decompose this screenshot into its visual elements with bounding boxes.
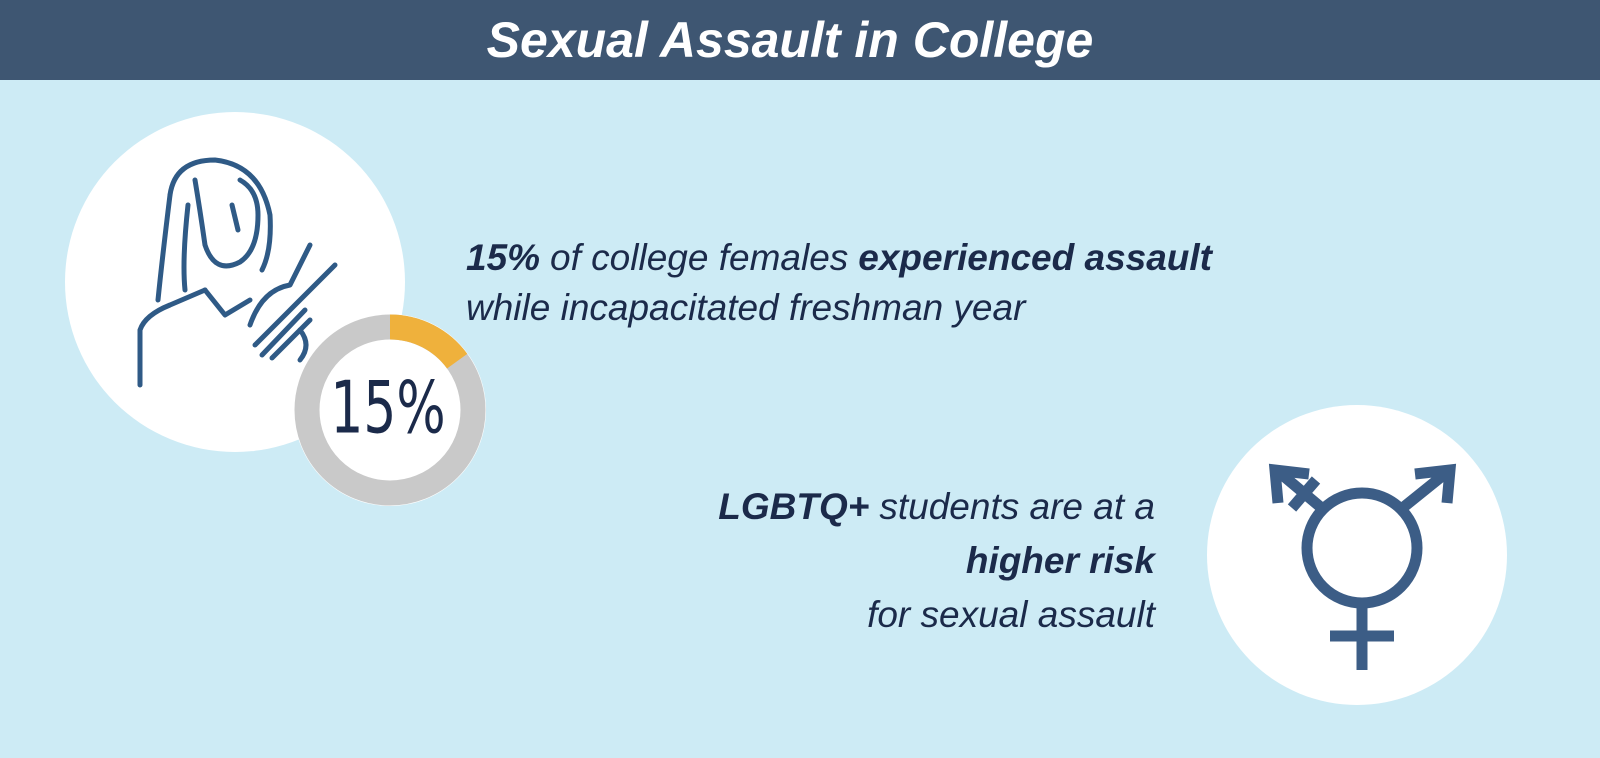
donut-value-label: 15% (330, 366, 445, 450)
text-line: for sexual assault (718, 588, 1155, 642)
bold-text: LGBTQ+ (718, 486, 870, 527)
text-line: higher risk (718, 534, 1155, 588)
fact-text: 15% of college females experienced assault… (466, 233, 1212, 333)
text: while incapacitated freshman year (466, 287, 1026, 328)
text: of college females (550, 237, 849, 278)
fact-text: LGBTQ+ students are at a higher risk for se… (718, 480, 1155, 642)
donut-background (294, 314, 486, 506)
bold-text: 15% (466, 237, 541, 278)
header-bar: Sexual Assault in College (0, 0, 1600, 80)
title: Sexual Assault in College (486, 12, 1094, 68)
woman-icon (137, 157, 338, 388)
donut-segment (389, 314, 468, 369)
text: students are at a (879, 486, 1155, 527)
text-line: while incapacitated freshman year (466, 283, 1212, 333)
text: for sexual assault (867, 594, 1155, 635)
transgender-icon (1268, 463, 1457, 670)
text-line: 15% of college females experienced assault (466, 233, 1212, 283)
bold-text: higher risk (965, 540, 1155, 581)
bold-text: experienced assault (858, 237, 1213, 278)
text-line: LGBTQ+ students are at a (718, 480, 1155, 534)
